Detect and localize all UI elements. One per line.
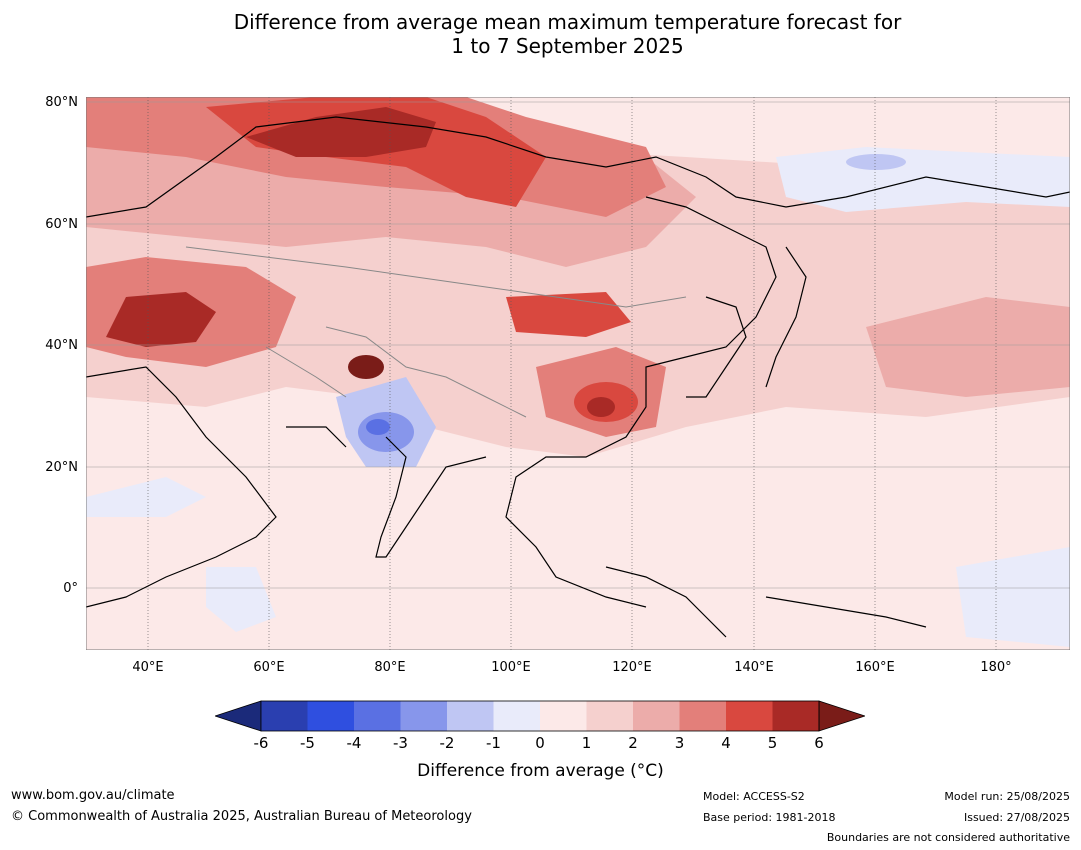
- colorbar-tick-label: -2: [439, 734, 455, 752]
- coastlines: [86, 116, 1070, 638]
- anomaly-arabia-cool: [86, 477, 206, 517]
- colorbar-tick-label: 4: [721, 734, 731, 752]
- colorbar-tick-label: -6: [253, 734, 269, 752]
- anomaly-siberia-cool-core: [846, 154, 906, 170]
- colorbar-tick-label: -5: [300, 734, 315, 752]
- lon-label-120e: 120°E: [612, 660, 652, 675]
- colorbar-cell: [679, 701, 726, 731]
- lon-label-60e: 60°E: [253, 660, 285, 675]
- lat-label-80n: 80°N: [45, 95, 78, 110]
- anomaly-india-cold: [366, 419, 390, 435]
- colorbar-extend-high: [818, 700, 865, 732]
- lon-label-100e: 100°E: [491, 660, 531, 675]
- grid-lines: [147, 97, 997, 650]
- lat-label-60n: 60°N: [45, 217, 78, 232]
- footer-base-period: Base period: 1981-2018: [703, 811, 836, 824]
- colorbar-cell: [261, 701, 308, 731]
- colorbar-cell: [772, 701, 819, 731]
- lat-label-40n: 40°N: [45, 338, 78, 353]
- anomaly-zone-5-6: [246, 107, 436, 157]
- anomaly-tibet-hotspot: [348, 355, 384, 379]
- colorbar-cell: [354, 701, 401, 731]
- colorbar-tick-label: 3: [674, 734, 685, 752]
- colorbar-cell: [540, 701, 587, 731]
- footer-disclaimer: Boundaries are not considered authoritat…: [826, 831, 1070, 844]
- anomaly-indian-ocean-cool: [206, 567, 276, 632]
- colorbar-cell: [726, 701, 773, 731]
- colorbar-cell: [633, 701, 680, 731]
- footer-website: www.bom.gov.au/climate: [11, 788, 175, 803]
- colorbar-tick-label: -3: [393, 734, 408, 752]
- colorbar-tick-label: 0: [535, 734, 545, 752]
- colorbar-cell: [307, 701, 354, 731]
- colorbar-frame: [260, 700, 820, 732]
- colorbar-tick-label: -1: [486, 734, 501, 752]
- lon-label-140e: 140°E: [734, 660, 774, 675]
- title-line-2: 1 to 7 September 2025: [451, 34, 684, 58]
- lon-label-160e: 160°E: [855, 660, 895, 675]
- lon-label-180: 180°: [980, 660, 1012, 675]
- colorbar-tick-label: 1: [581, 734, 592, 752]
- footer-issued: Issued: 27/08/2025: [963, 811, 1070, 824]
- colorbar-cell: [586, 701, 633, 731]
- anomaly-pacific-cool: [956, 547, 1070, 647]
- anomaly-zone-2-3-east: [866, 297, 1070, 397]
- footer-model: Model: ACCESS-S2: [703, 790, 805, 803]
- colorbar-tick-label: 6: [814, 734, 824, 752]
- footer-model-run: Model run: 25/08/2025: [944, 790, 1070, 803]
- latitude-lines: [86, 101, 1070, 589]
- lon-label-80e: 80°E: [374, 660, 406, 675]
- colorbar-label: Difference from average (°C): [417, 761, 664, 781]
- lon-label-40e: 40°E: [132, 660, 164, 675]
- anomaly-china-hotcore: [587, 397, 615, 417]
- colorbar-tick-label: 2: [628, 734, 638, 752]
- colorbar-extend-low: [215, 700, 262, 732]
- colorbar-cell: [400, 701, 447, 731]
- country-borders: [185, 246, 687, 418]
- anomaly-map: [86, 97, 1070, 650]
- anomaly-siberia-cool: [776, 147, 1070, 212]
- lat-label-20n: 20°N: [45, 460, 78, 475]
- colorbar-tick-label: -4: [346, 734, 362, 752]
- lat-label-0: 0°: [63, 581, 78, 596]
- anomaly-west-hot: [106, 292, 216, 347]
- colorbar-cell: [493, 701, 540, 731]
- colorbar-tick-label: 5: [767, 734, 778, 752]
- map-title: Difference from average mean maximum tem…: [0, 10, 1081, 58]
- colorbar: [215, 700, 865, 732]
- footer-copyright: © Commonwealth of Australia 2025, Austra…: [11, 809, 472, 824]
- colorbar-cell: [447, 701, 494, 731]
- title-line-1: Difference from average mean maximum tem…: [233, 10, 902, 34]
